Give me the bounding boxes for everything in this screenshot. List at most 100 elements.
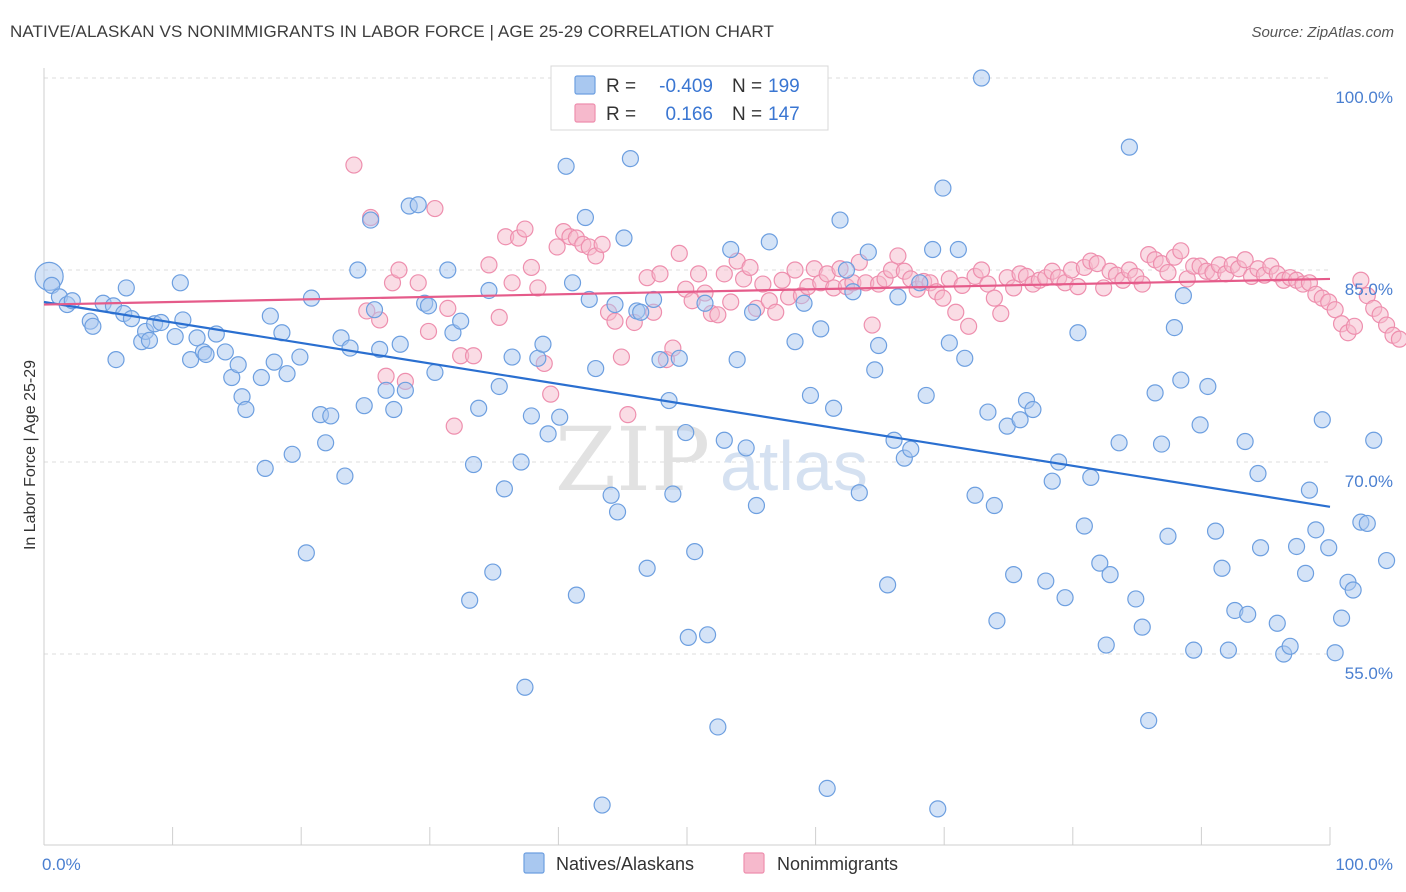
- native-point: [1199, 377, 1217, 396]
- legend-blue-r-label: R =: [606, 76, 636, 97]
- native-point: [621, 150, 640, 168]
- svg-text:ZIP: ZIP: [555, 408, 710, 511]
- native-point: [197, 345, 215, 364]
- nonimmigrant-point: [619, 406, 637, 424]
- nonimmigrant-point: [1005, 279, 1023, 297]
- nonimmigrant-point: [516, 220, 534, 238]
- nonimmigrant-point: [1069, 278, 1087, 296]
- native-point: [171, 274, 189, 292]
- nonimmigrant-point: [1133, 275, 1151, 293]
- native-point: [365, 301, 384, 319]
- native-point: [385, 400, 403, 419]
- native-point: [737, 439, 755, 457]
- native-point: [850, 484, 868, 502]
- native-point: [644, 290, 663, 309]
- native-point: [1249, 464, 1267, 483]
- native-point: [1133, 618, 1151, 636]
- nonimmigrant-point: [464, 347, 483, 365]
- native-point: [1219, 641, 1238, 659]
- nonimmigrant-point: [960, 317, 978, 335]
- native-point: [1239, 605, 1257, 623]
- nonimmigrant-point: [889, 247, 907, 265]
- native-point: [795, 294, 813, 312]
- axes: [43, 68, 1331, 846]
- native-point: [480, 281, 498, 300]
- trend-lines: [43, 277, 1331, 508]
- native-point: [1127, 590, 1145, 608]
- nonimmigrant-point: [409, 274, 427, 292]
- native-point: [889, 288, 907, 306]
- native-point: [522, 407, 540, 425]
- native-point: [837, 261, 856, 279]
- native-point: [229, 356, 247, 374]
- nonimmigrant-point: [1326, 301, 1344, 319]
- stats-legend: R = -0.409 N = 199 R = 0.166 N = 147: [550, 65, 829, 131]
- nonimmigrants-trend-line: [43, 277, 1331, 306]
- native-point: [1140, 711, 1158, 730]
- native-point: [1097, 636, 1115, 654]
- native-point: [966, 486, 984, 504]
- nonimmigrant-point: [992, 304, 1010, 323]
- native-point: [818, 779, 836, 798]
- nonimmigrant-point: [972, 261, 991, 279]
- native-point: [786, 333, 804, 351]
- y-axis-label: In Labor Force | Age 25-29: [22, 360, 39, 550]
- native-point: [715, 431, 733, 449]
- series-legend-natives-label: Natives/Alaskans: [556, 854, 694, 874]
- nonimmigrant-point: [529, 279, 547, 297]
- y-tick-label-1: 70.0%: [1345, 472, 1393, 491]
- native-point: [670, 349, 688, 367]
- chart-title: NATIVE/ALASKAN VS NONIMMIGRANTS IN LABOR…: [10, 22, 774, 41]
- native-point: [1365, 431, 1383, 449]
- y-tick-label-0: 55.0%: [1345, 664, 1393, 683]
- natives-points: [34, 69, 1396, 818]
- native-point: [1069, 324, 1087, 342]
- native-point: [812, 320, 830, 338]
- native-point: [539, 425, 557, 443]
- native-point: [760, 233, 778, 251]
- native-point: [632, 303, 650, 321]
- nonimmigrant-point: [542, 385, 560, 403]
- native-point: [1024, 400, 1042, 419]
- nonimmigrant-point: [767, 303, 785, 321]
- native-point: [1091, 554, 1109, 572]
- native-point: [1287, 537, 1306, 556]
- legend-pink-n-value: 147: [768, 104, 800, 125]
- native-point: [551, 408, 569, 426]
- native-point: [237, 400, 255, 419]
- native-point: [911, 274, 929, 292]
- nonimmigrant-point: [490, 308, 508, 326]
- nonimmigrant-point: [426, 199, 444, 218]
- native-point: [696, 294, 714, 312]
- native-point: [831, 211, 849, 229]
- nonimmigrant-point: [445, 417, 463, 435]
- native-point: [879, 576, 897, 594]
- nonimmigrant-point: [934, 289, 952, 307]
- native-point: [988, 612, 1006, 630]
- native-point: [567, 586, 586, 604]
- native-point: [355, 397, 373, 415]
- nonimmigrant-point: [689, 265, 708, 283]
- native-point: [216, 343, 234, 361]
- native-point: [341, 339, 359, 357]
- legend-pink-swatch: [574, 103, 596, 123]
- native-point: [1313, 411, 1331, 429]
- native-point: [885, 431, 903, 449]
- nonimmigrant-point: [593, 235, 611, 253]
- nonimmigrant-point: [503, 274, 521, 292]
- native-point: [1281, 637, 1299, 655]
- native-point: [470, 399, 488, 417]
- native-point: [117, 279, 135, 297]
- native-point: [844, 283, 862, 301]
- y-tick-labels: 55.0% 70.0% 85.0% 100.0%: [1335, 88, 1393, 683]
- native-point: [1005, 566, 1023, 584]
- native-point: [825, 399, 843, 417]
- native-point: [664, 485, 682, 503]
- nonimmigrant-point: [722, 293, 740, 311]
- nonimmigrant-point: [548, 238, 566, 256]
- native-point: [1268, 614, 1286, 632]
- native-point: [1174, 287, 1192, 305]
- nonimmigrant-point: [651, 265, 669, 283]
- native-point: [949, 240, 967, 259]
- native-point: [490, 377, 508, 396]
